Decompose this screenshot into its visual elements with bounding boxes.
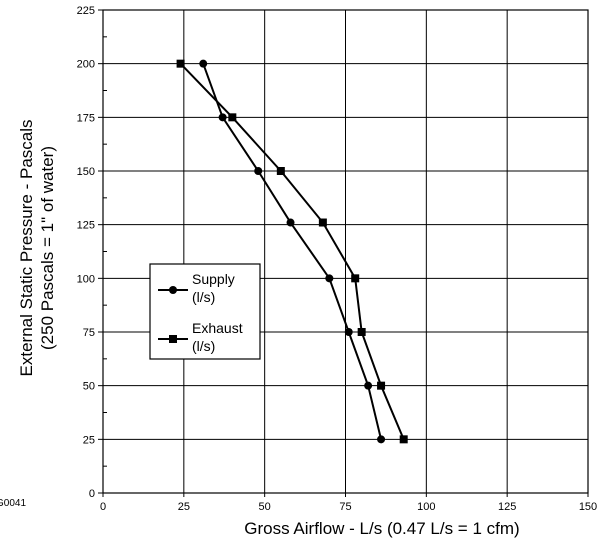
x-tick-label: 25	[178, 501, 190, 513]
y-axis-title-line2: (250 Pascals = 1" of water)	[38, 146, 57, 350]
legend-exhaust-marker	[169, 335, 177, 343]
y-tick-label: 175	[77, 112, 95, 124]
supply-point	[218, 113, 227, 122]
legend-exhaust-label: Exhaust	[192, 320, 243, 336]
x-tick-label: 50	[259, 501, 271, 513]
y-tick-label: 0	[89, 488, 95, 500]
exhaust-point	[228, 113, 237, 122]
legend-supply-label: Supply	[192, 271, 235, 287]
legend-supply-unit: (l/s)	[192, 289, 215, 305]
x-tick-label: 75	[339, 501, 351, 513]
x-tick-label: 125	[498, 501, 516, 513]
supply-point	[344, 328, 353, 336]
y-tick-label: 50	[83, 381, 95, 393]
supply-point	[286, 218, 295, 227]
y-tick-label: 200	[77, 59, 95, 71]
supply-point	[364, 381, 373, 390]
y-tick-label: 75	[83, 327, 95, 339]
series-line-supply	[202, 63, 383, 440]
exhaust-point	[377, 381, 386, 390]
exhaust-point	[276, 167, 285, 175]
exhaust-point	[351, 274, 360, 283]
axes	[98, 9, 589, 497]
supply-point	[199, 59, 208, 68]
supply-point	[377, 435, 386, 444]
y-axis-title-line1: External Static Pressure - Pascals	[17, 120, 36, 377]
series-group	[176, 59, 408, 444]
legend-supply-marker	[169, 286, 177, 294]
series-line-exhaust	[179, 62, 405, 440]
supply-point	[254, 167, 263, 175]
x-tick-label: 150	[579, 501, 597, 513]
grid-lines	[102, 9, 589, 494]
exhaust-point	[357, 328, 366, 336]
x-tick-label: 100	[417, 501, 435, 513]
legend-exhaust-unit: (l/s)	[192, 338, 215, 354]
y-tick-label: 125	[77, 220, 95, 232]
y-tick-label: 150	[77, 166, 95, 178]
y-tick-label: 100	[77, 273, 95, 285]
exhaust-point	[399, 435, 408, 444]
legend-box	[149, 263, 261, 360]
supply-point	[325, 274, 334, 283]
y-tick-label: 25	[83, 434, 95, 446]
figure-code: G0041	[0, 498, 26, 509]
y-tick-label: 225	[77, 5, 95, 17]
x-tick-label: 0	[100, 501, 106, 513]
x-axis-title: Gross Airflow - L/s (0.47 L/s = 1 cfm)	[244, 519, 519, 538]
plot-frame	[102, 9, 589, 494]
tick-labels: 0 25 50 75 100 125 150 0 25 50 75 100 125 150 175 200 22…	[77, 5, 598, 513]
exhaust-point	[318, 218, 327, 227]
legend: Supply (l/s) Exhaust (l/s)	[149, 263, 261, 360]
exhaust-point	[176, 59, 185, 68]
